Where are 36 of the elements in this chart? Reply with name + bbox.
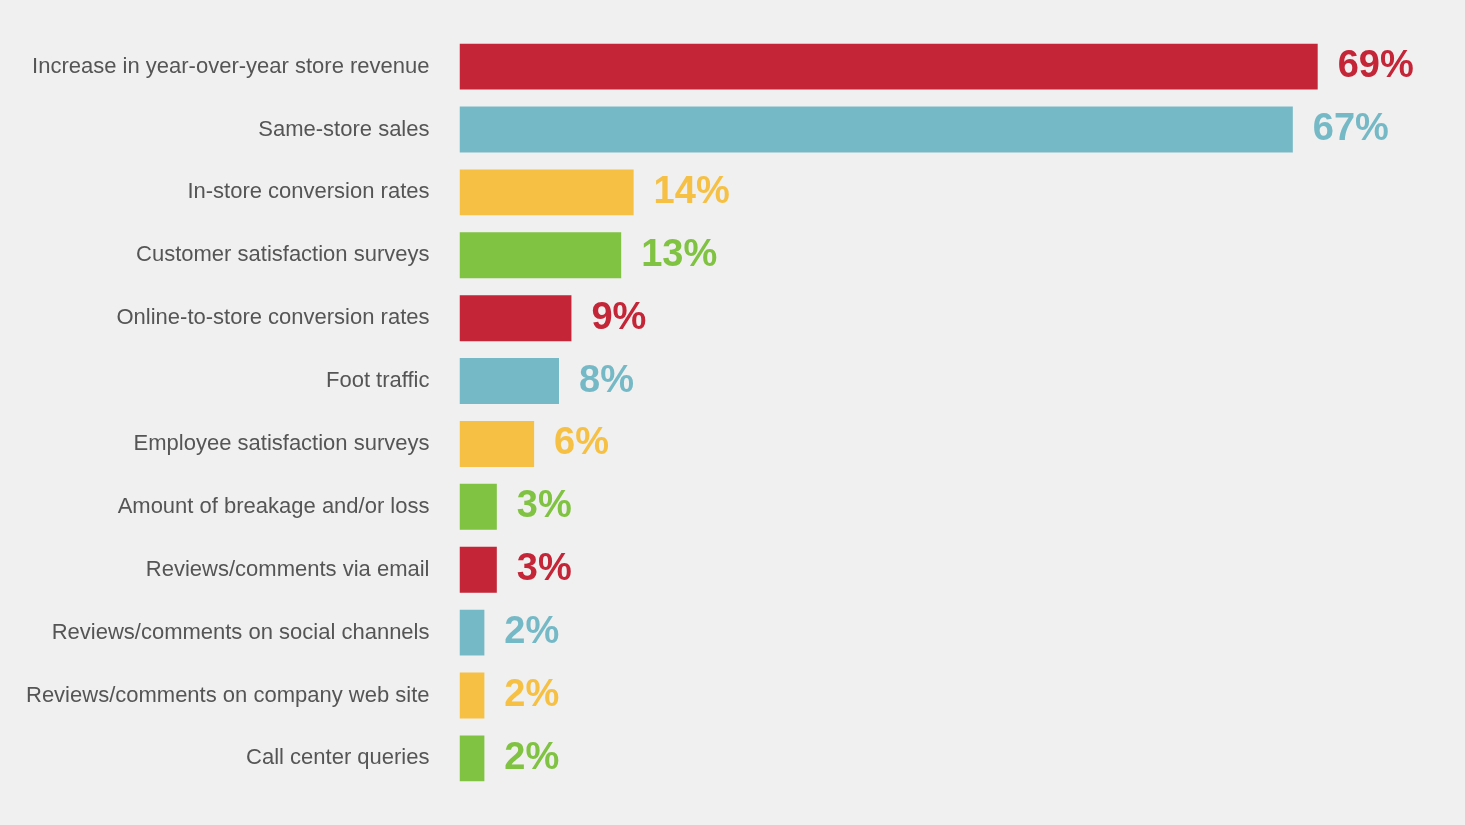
data-label: 2%: [504, 671, 560, 714]
data-label: 14%: [653, 168, 730, 211]
bar: [459, 546, 497, 593]
data-label: 2%: [504, 609, 560, 652]
bar: [459, 43, 1318, 90]
bar: [459, 672, 485, 719]
y-tick-label: Increase in year-over-year store revenue: [32, 52, 430, 78]
y-tick-label: Foot traffic: [325, 367, 430, 393]
y-tick-label: In-store conversion rates: [187, 178, 430, 204]
data-label: 67%: [1312, 106, 1389, 149]
bar: [459, 735, 485, 782]
bar: [459, 609, 485, 656]
y-tick-label: Reviews/comments on company web site: [26, 681, 430, 707]
y-tick-label: Customer satisfaction surveys: [136, 241, 430, 267]
data-label: 69%: [1337, 43, 1414, 86]
bar: [459, 106, 1293, 153]
y-tick-label: Same-store sales: [258, 115, 430, 141]
bar: [459, 358, 559, 405]
bar: [459, 483, 497, 530]
bar: [459, 295, 572, 342]
y-tick-label: Amount of breakage and/or loss: [117, 492, 430, 518]
bar: [459, 169, 634, 216]
y-tick-label: Call center queries: [246, 744, 430, 770]
data-label: 3%: [516, 546, 572, 589]
bar: [459, 420, 535, 467]
data-label: 8%: [579, 357, 634, 400]
y-tick-label: Employee satisfaction surveys: [133, 430, 430, 455]
data-label: 6%: [554, 420, 610, 463]
y-tick-label: Online-to-store conversion rates: [116, 304, 430, 330]
data-label: 2%: [504, 734, 560, 777]
y-tick-label: Reviews/comments on social channels: [51, 618, 430, 644]
data-label: 3%: [516, 483, 572, 526]
bar: [459, 232, 622, 279]
data-label: 13%: [641, 231, 718, 274]
data-label: 9%: [591, 294, 647, 337]
y-tick-label: Reviews/comments via email: [145, 555, 430, 581]
